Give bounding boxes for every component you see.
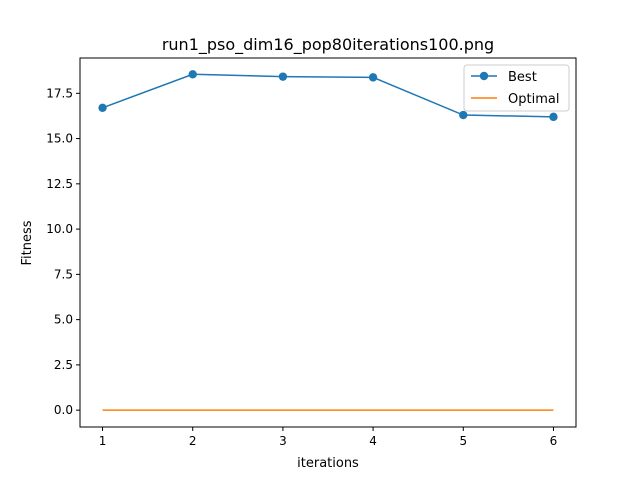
x-axis: 1 2 3 4 5 6: [99, 427, 558, 448]
data-point-best: [459, 110, 468, 120]
y-tick-label: 17.5: [46, 86, 73, 100]
x-tick-label: 3: [279, 434, 287, 448]
x-tick-label: 4: [369, 434, 377, 448]
plot-area: [79, 57, 577, 428]
x-tick-label: 6: [550, 434, 558, 448]
legend-marker-best: [479, 71, 489, 81]
y-tick-label: 0.0: [54, 403, 73, 417]
data-point-best: [278, 72, 288, 81]
legend: Best Optimal: [463, 64, 570, 112]
y-axis-label: Fitness: [20, 220, 35, 265]
data-point-best: [549, 112, 558, 122]
y-tick-label: 10.0: [46, 222, 73, 236]
legend-label-best: Best: [508, 70, 537, 85]
data-point-best: [368, 73, 378, 82]
chart-title: run1_pso_dim16_pop80iterations100.png: [162, 35, 494, 55]
y-tick-label: 15.0: [46, 132, 73, 146]
x-tick-label: 1: [99, 434, 107, 448]
series-line-best: [102, 73, 554, 118]
x-tick-label: 2: [189, 434, 197, 448]
y-tick-label: 7.5: [54, 267, 73, 281]
data-point-best: [98, 103, 107, 112]
legend-label-optimal: Optimal: [508, 92, 559, 107]
series-layer: [98, 70, 558, 411]
x-tick-label: 5: [459, 434, 467, 448]
data-point-best: [188, 70, 197, 79]
y-axis: 0.0 2.5 5.0 7.5 10.0 12.5 15.0 17.5: [46, 86, 80, 417]
y-tick-label: 12.5: [46, 177, 73, 191]
axes-frame: [79, 57, 577, 428]
x-axis-label: iterations: [297, 456, 359, 471]
y-tick-label: 5.0: [54, 313, 73, 327]
y-tick-label: 2.5: [54, 358, 73, 372]
